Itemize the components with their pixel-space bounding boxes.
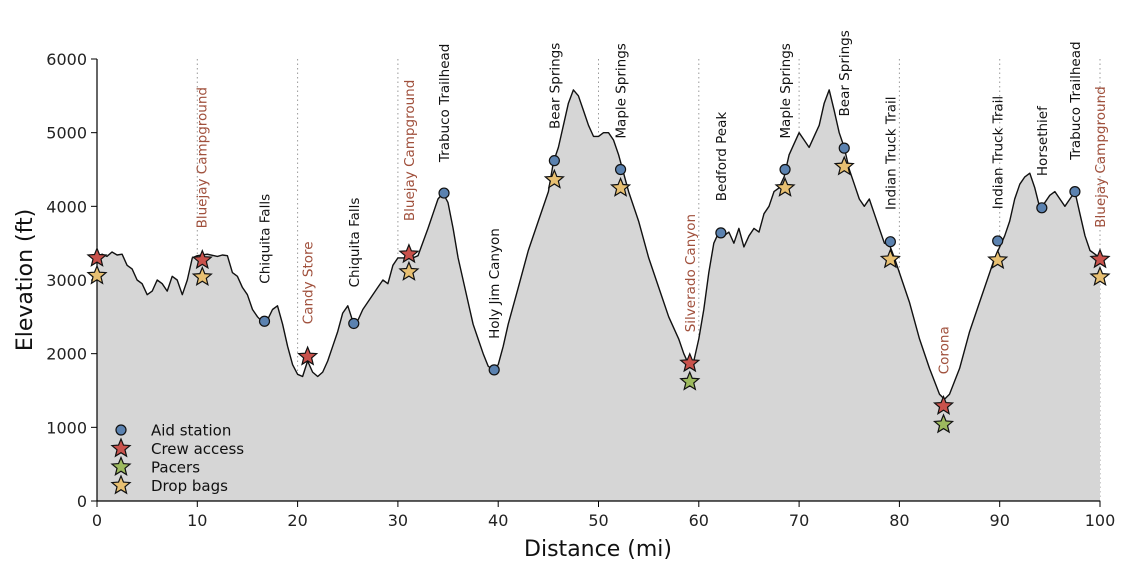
crew-access-marker — [297, 345, 319, 366]
axes: 0 10 20 30 40 50 60 70 80 90 100 0 1000 2000 3000 4000… — [46, 50, 1115, 530]
y-tick-label: 0 — [77, 492, 87, 511]
pacers-marker — [932, 413, 955, 434]
legend-label-pacers: Pacers — [151, 459, 200, 477]
y-tick-label: 6000 — [46, 50, 87, 69]
location-label: Bluejay Campground — [194, 87, 210, 228]
elevation-area-fill — [97, 89, 1100, 502]
aid-station-marker — [258, 315, 271, 327]
crew-access-marker — [679, 352, 701, 373]
legend-marker-crew — [110, 437, 132, 458]
drop-bags-marker — [398, 260, 420, 281]
location-label: Bedford Peak — [714, 112, 730, 202]
x-tick-label: 90 — [990, 511, 1010, 530]
location-label: Bear Springs — [837, 30, 853, 116]
drop-bags-marker — [543, 168, 565, 189]
location-labels: Bluejay Campground Chiquita Falls Candy St… — [194, 30, 1109, 374]
drop-bags-marker — [610, 176, 632, 197]
elevation-profile-line — [96, 89, 1101, 400]
crew-access-marker — [398, 243, 420, 264]
legend-label-aid: Aid station — [151, 422, 231, 440]
aid-station-marker — [348, 317, 360, 330]
aid-station-marker — [1069, 186, 1081, 198]
location-label: Chiquita Falls — [347, 198, 363, 288]
legend-label-crew: Crew access — [151, 440, 244, 458]
aid-station-marker — [779, 163, 791, 176]
location-label: Indian Truck Trail — [991, 96, 1007, 209]
x-tick-label: 40 — [488, 511, 508, 530]
x-tick-label: 30 — [388, 511, 408, 530]
aid-station-marker — [438, 187, 450, 199]
y-tick-label: 4000 — [46, 197, 87, 216]
x-tick-label: 50 — [588, 511, 608, 530]
x-tick-label: 0 — [92, 511, 102, 530]
location-label: Trabuco Trailhead — [437, 44, 453, 163]
x-tick-label: 20 — [287, 511, 307, 530]
markers — [86, 142, 1111, 434]
aid-station-marker — [992, 235, 1004, 247]
y-axis-ticks: 0 1000 2000 3000 4000 5000 6000 — [46, 50, 97, 511]
aid-station-marker — [838, 142, 850, 154]
x-tick-label: 60 — [689, 511, 709, 530]
aid-station-marker — [614, 163, 627, 176]
location-label: Horsethief — [1035, 105, 1051, 176]
aid-station-marker — [884, 236, 896, 248]
crew-access-marker — [191, 249, 213, 270]
aid-station-marker — [488, 364, 500, 376]
drop-bags-marker — [987, 249, 1009, 270]
crew-access-marker — [86, 246, 108, 267]
location-label: Indian Truck Trail — [883, 97, 899, 210]
aid-station-marker — [715, 227, 727, 239]
drop-bags-marker — [86, 264, 108, 285]
drop-bags-marker — [879, 248, 901, 269]
location-label: Bear Springs — [547, 43, 563, 129]
y-tick-label: 3000 — [46, 271, 87, 290]
drop-bags-marker — [774, 176, 796, 197]
location-label: Bluejay Campground — [402, 80, 418, 221]
drop-bags-marker — [1089, 265, 1111, 287]
x-tick-label: 100 — [1085, 511, 1116, 530]
y-tick-label: 1000 — [46, 418, 87, 437]
legend-marker-aid — [115, 424, 127, 436]
location-label: Corona — [937, 326, 953, 374]
location-label: Candy Store — [301, 241, 317, 324]
legend-marker-drop — [110, 474, 132, 495]
location-label: Holy Jim Canyon — [487, 228, 503, 339]
location-label: Silverado Canyon — [683, 214, 699, 332]
aid-station-marker — [548, 155, 560, 167]
aid-station-marker — [1036, 202, 1048, 214]
drop-bags-marker — [833, 155, 855, 176]
x-axis-ticks: 0 10 20 30 40 50 60 70 80 90 100 — [92, 501, 1115, 530]
legend-label-drop: Drop bags — [151, 477, 228, 495]
crew-access-marker — [932, 394, 955, 415]
x-tick-label: 70 — [789, 511, 809, 530]
y-axis-title: Elevation (ft) — [13, 209, 38, 351]
y-tick-label: 2000 — [46, 345, 87, 364]
drop-bags-marker — [191, 265, 213, 287]
x-axis-title: Distance (mi) — [524, 537, 672, 562]
location-label: Chiquita Falls — [258, 194, 274, 284]
y-tick-label: 5000 — [46, 124, 87, 143]
pacers-marker — [679, 370, 701, 391]
legend-marker-pacers — [110, 455, 132, 476]
x-tick-label: 10 — [187, 511, 207, 530]
location-label: Maple Springs — [778, 43, 794, 138]
location-label: Trabuco Trailhead — [1068, 41, 1084, 160]
location-label: Maple Springs — [614, 43, 630, 138]
location-label: Bluejay Campground — [1093, 86, 1109, 227]
crew-access-marker — [1089, 248, 1111, 269]
x-tick-label: 80 — [889, 511, 909, 530]
